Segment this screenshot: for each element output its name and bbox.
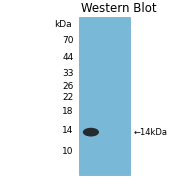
Text: 10: 10 [62, 147, 74, 156]
Text: 44: 44 [63, 53, 74, 62]
Text: kDa: kDa [54, 21, 72, 30]
Text: 26: 26 [62, 82, 74, 91]
Text: 18: 18 [62, 107, 74, 116]
Text: ←14kDa: ←14kDa [133, 128, 167, 137]
Text: 70: 70 [62, 36, 74, 45]
Bar [79, 17, 130, 175]
Text: 33: 33 [62, 69, 74, 78]
Text: Western Blot: Western Blot [81, 2, 157, 15]
Ellipse shape [83, 128, 99, 136]
Text: 14: 14 [62, 126, 74, 135]
Text: 22: 22 [63, 93, 74, 102]
